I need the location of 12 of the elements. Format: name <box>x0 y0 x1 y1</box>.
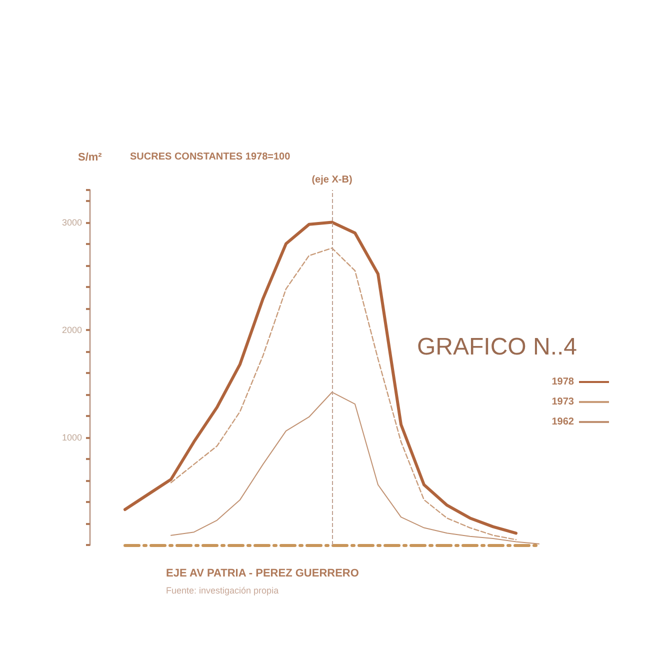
chart-subtitle: SUCRES CONSTANTES 1978=100 <box>130 152 291 162</box>
y-tick-label: 3000 <box>62 217 82 228</box>
y-tick-label: 2000 <box>62 324 82 335</box>
legend-label: 1962 <box>552 416 574 428</box>
x-axis-title: EJE AV PATRIA - PEREZ GUERRERO <box>166 568 360 580</box>
text: (eje X-B) <box>312 174 352 186</box>
y-axis-title: S/m² <box>78 152 102 164</box>
y-tick-label: 1000 <box>62 432 82 442</box>
legend-label: 1978 <box>552 376 574 388</box>
text: GRAFICO N..4 <box>417 334 578 360</box>
source-note: Fuente: investigación propia <box>166 586 279 596</box>
legend-label: 1973 <box>552 396 574 408</box>
